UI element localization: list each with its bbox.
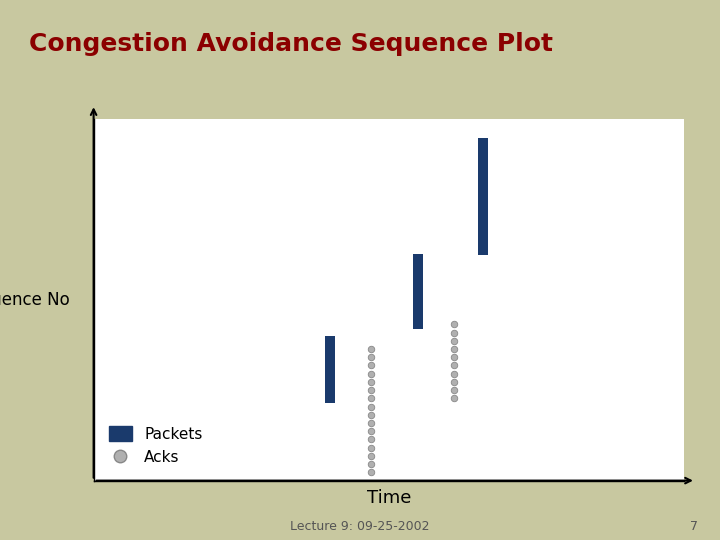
Text: 7: 7: [690, 520, 698, 533]
Point: [365, 386, 377, 394]
Point: [365, 443, 377, 452]
Point: [448, 353, 459, 362]
Point: [324, 394, 336, 403]
Point: [324, 336, 336, 345]
Point: [365, 468, 377, 477]
Point: [324, 361, 336, 370]
Point: [448, 361, 459, 370]
Point: [477, 221, 489, 230]
Point: [324, 345, 336, 353]
Legend: Packets, Acks: Packets, Acks: [102, 418, 210, 473]
Point: [448, 377, 459, 386]
Point: [324, 353, 336, 362]
Y-axis label: Sequence No: Sequence No: [0, 291, 70, 309]
Point: [448, 345, 459, 353]
Point: [477, 180, 489, 189]
Point: [365, 377, 377, 386]
Point: [448, 320, 459, 329]
Point: [365, 451, 377, 460]
Point: [365, 427, 377, 436]
Point: [477, 197, 489, 205]
Point: [365, 345, 377, 353]
X-axis label: Time: Time: [366, 489, 411, 507]
Point: [448, 336, 459, 345]
Point: [448, 328, 459, 337]
Point: [413, 320, 424, 329]
Point: [365, 418, 377, 427]
Point: [477, 139, 489, 148]
Point: [413, 262, 424, 271]
Point: [477, 230, 489, 238]
Point: [413, 303, 424, 312]
Point: [365, 353, 377, 362]
Point: [365, 369, 377, 378]
Point: [365, 402, 377, 411]
Point: [477, 205, 489, 213]
Point: [477, 246, 489, 255]
Text: Lecture 9: 09-25-2002: Lecture 9: 09-25-2002: [290, 520, 430, 533]
Point: [413, 287, 424, 296]
Point: [477, 213, 489, 222]
Point: [477, 147, 489, 156]
Point: [413, 295, 424, 304]
Point: [365, 435, 377, 444]
Point: [477, 156, 489, 164]
Point: [413, 271, 424, 279]
Point: [324, 386, 336, 394]
Point: [365, 460, 377, 469]
Point: [448, 386, 459, 394]
Point: [365, 361, 377, 370]
Point: [477, 238, 489, 246]
Point: [413, 312, 424, 320]
Point: [448, 369, 459, 378]
Text: Congestion Avoidance Sequence Plot: Congestion Avoidance Sequence Plot: [29, 32, 553, 56]
Point: [477, 164, 489, 172]
Point: [365, 410, 377, 419]
Point: [448, 394, 459, 403]
Point: [413, 254, 424, 263]
Point: [324, 377, 336, 386]
Point: [324, 369, 336, 378]
Point: [477, 172, 489, 181]
Point: [477, 188, 489, 197]
Point: [413, 279, 424, 288]
Point: [365, 394, 377, 403]
